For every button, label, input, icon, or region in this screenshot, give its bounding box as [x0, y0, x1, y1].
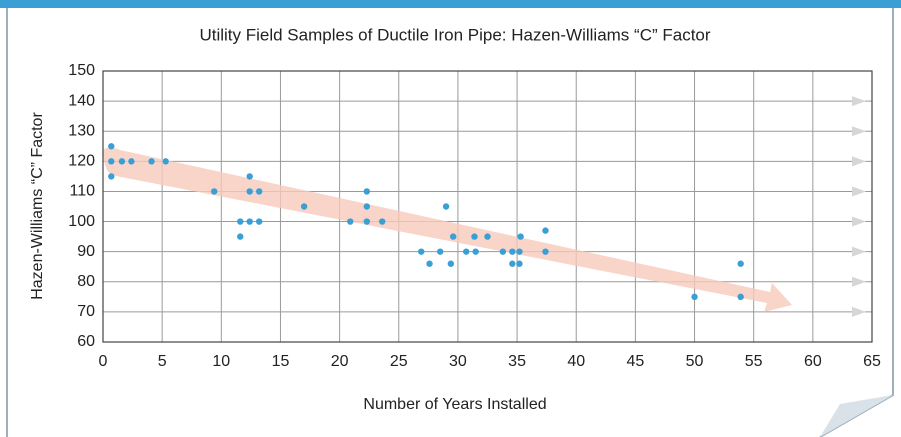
point [255, 218, 263, 225]
point [347, 218, 354, 225]
point [162, 158, 169, 165]
row-arrow [852, 276, 866, 287]
x-tick-label: 65 [863, 353, 881, 370]
point [472, 248, 479, 255]
point [691, 293, 698, 301]
page-fold [820, 395, 893, 437]
x-tick-label: 20 [331, 353, 349, 370]
point [542, 227, 549, 234]
point [246, 218, 253, 225]
point [379, 218, 386, 225]
row-arrow [852, 186, 866, 197]
row-arrow [852, 96, 866, 107]
y-tick-label: 120 [68, 153, 95, 170]
y-tick-label: 100 [68, 213, 95, 230]
point [542, 248, 549, 255]
point [463, 248, 470, 255]
row-arrow [852, 216, 866, 227]
x-tick-label: 45 [626, 353, 644, 370]
point [246, 173, 253, 180]
point [128, 158, 135, 165]
top-band [0, 0, 901, 8]
point [426, 260, 433, 267]
row-arrow [852, 156, 866, 167]
point [449, 233, 457, 240]
point [516, 260, 523, 267]
point [237, 218, 244, 225]
row-arrow [852, 126, 866, 137]
point [509, 248, 516, 255]
point [363, 218, 371, 225]
y-tick-label: 90 [77, 243, 95, 260]
x-tick-label: 55 [745, 353, 763, 370]
x-tick-label: 5 [158, 353, 167, 370]
point [118, 158, 126, 165]
x-axis-label: Number of Years Installed [363, 396, 546, 413]
point [436, 248, 444, 255]
x-tick-label: 40 [567, 353, 585, 370]
plot-frame [102, 70, 873, 343]
x-tick-label: 30 [449, 353, 467, 370]
point [516, 248, 523, 255]
point [517, 233, 524, 240]
y-tick-label: 60 [77, 333, 95, 350]
point [737, 260, 744, 267]
y-tick-label: 110 [69, 183, 95, 200]
y-tick-label: 130 [68, 122, 95, 139]
x-tick-label: 60 [804, 353, 822, 370]
y-tick-label: 70 [77, 303, 95, 320]
y-tick-label: 140 [68, 92, 95, 109]
row-arrow [852, 306, 866, 317]
point [363, 203, 371, 210]
point [108, 173, 115, 180]
x-tick-label: 15 [272, 353, 290, 370]
points [108, 143, 744, 301]
chart-title: Utility Field Samples of Ductile Iron Pi… [199, 25, 710, 44]
point [363, 188, 371, 195]
point [442, 203, 450, 210]
point [484, 233, 491, 240]
point [148, 158, 155, 165]
point [255, 188, 263, 195]
point [499, 248, 507, 255]
point [509, 260, 516, 267]
x-tick-label: 10 [212, 353, 230, 370]
y-tick-label: 150 [68, 62, 95, 79]
x-tick-label: 25 [390, 353, 408, 370]
trend-arrow [103, 147, 792, 312]
point [246, 188, 253, 195]
point [108, 158, 115, 165]
point [737, 293, 744, 301]
point [300, 203, 308, 210]
point [418, 248, 425, 255]
point [108, 143, 115, 150]
point [211, 188, 218, 195]
x-tick-label: 35 [508, 353, 526, 370]
point [447, 260, 455, 267]
y-tick-label: 80 [77, 273, 95, 290]
x-tick-label: 50 [686, 353, 704, 370]
x-tick-label: 0 [99, 353, 108, 370]
point [237, 233, 244, 240]
y-axis-label: Hazen-Williams “C” Factor [29, 112, 46, 300]
point [471, 233, 478, 240]
row-arrow [852, 246, 866, 257]
grid [102, 70, 873, 343]
